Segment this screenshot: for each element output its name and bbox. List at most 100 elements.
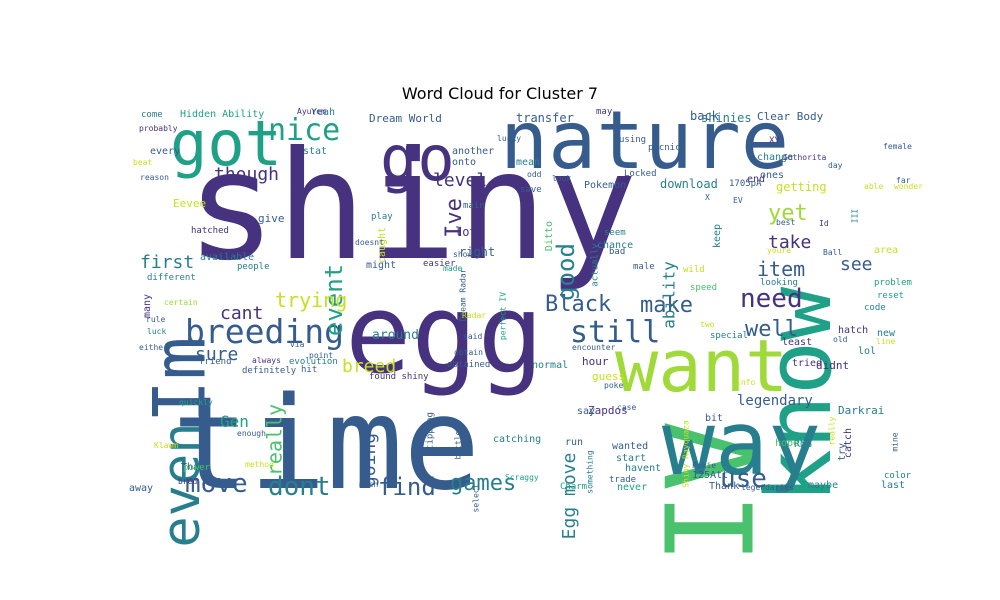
- word-need: need: [740, 284, 803, 314]
- word-back: back: [690, 109, 720, 123]
- word-didnt: didnt: [816, 359, 849, 372]
- word-hour: hour: [582, 355, 609, 368]
- word-probably: probably: [139, 124, 178, 133]
- word-really: really: [828, 416, 837, 445]
- word-sure: sure: [195, 344, 238, 365]
- word-point: point: [309, 351, 333, 360]
- word-ev: EV: [733, 196, 743, 205]
- word-least: least: [782, 337, 812, 348]
- word-cant: cant: [220, 303, 263, 324]
- word-ive: Ive: [442, 198, 467, 238]
- word-yet: yet: [768, 201, 808, 226]
- word-though: though: [214, 164, 279, 185]
- word-obtain: obtain: [454, 348, 483, 357]
- word-certain: certain: [164, 298, 198, 307]
- word-ball: Ball: [823, 248, 842, 257]
- word-locked: Locked: [624, 169, 657, 179]
- word-gothorita: Gothorita: [783, 153, 827, 162]
- word-id: Id: [819, 219, 829, 228]
- word-first: first: [140, 252, 194, 273]
- word-female: female: [883, 142, 912, 151]
- word-breeding: breeding: [185, 312, 344, 351]
- word-normal: normal: [532, 360, 568, 371]
- word-save: save: [520, 185, 542, 195]
- word-reason: reason: [140, 173, 169, 182]
- word-legendaries: legendaries: [741, 483, 794, 492]
- word-speed: speed: [690, 283, 717, 293]
- word-breed: breed: [342, 356, 396, 377]
- word-find: find: [378, 473, 436, 501]
- word-reset: reset: [877, 291, 904, 301]
- word-either: either: [139, 343, 168, 352]
- word-beat: beat: [133, 158, 152, 167]
- word-download: download: [660, 177, 718, 191]
- word-thank: Thank: [709, 481, 739, 492]
- word-show: show: [453, 250, 472, 259]
- word-hatch: hatch: [838, 325, 868, 336]
- word-chance: chance: [597, 240, 633, 251]
- word-dont: dont: [268, 472, 331, 502]
- word-well: well: [745, 317, 798, 342]
- word-legendary: legendary: [737, 393, 813, 409]
- word-color: color: [884, 471, 912, 481]
- word-egg-move: Egg move: [559, 453, 580, 540]
- word-time: time: [172, 370, 480, 519]
- word-havent: havent: [625, 463, 661, 474]
- word-play: play: [371, 212, 393, 222]
- word-cloud-words: shinytimeeggnatureIVknowwaywantgogotImev…: [129, 94, 923, 564]
- word-way: way: [662, 392, 821, 495]
- word-battle: battle: [454, 430, 463, 459]
- word-move: move: [185, 469, 248, 499]
- word-event: event: [320, 264, 348, 336]
- word-come: come: [141, 110, 163, 120]
- word-wonder: wonder: [894, 182, 923, 191]
- word-quickly: quickly: [179, 398, 213, 407]
- word-perfect-iv: perfect IV: [499, 292, 508, 340]
- word-games: games: [450, 471, 516, 496]
- word-may: may: [596, 107, 613, 117]
- word-old: old: [833, 335, 848, 344]
- word-1705pa: 1705pA: [729, 179, 762, 189]
- word-available: available: [200, 252, 254, 263]
- word-problem: problem: [874, 278, 912, 288]
- word-encounter: encounter: [572, 343, 616, 352]
- word-using: using: [619, 135, 646, 145]
- word-look: look: [552, 174, 571, 183]
- word-end: end: [747, 174, 765, 185]
- word-two: two: [700, 320, 715, 329]
- word-say: say: [577, 406, 595, 417]
- word-much: much: [359, 480, 378, 489]
- word-bred: bred: [178, 477, 197, 486]
- word-tipping: tipping: [426, 412, 436, 450]
- word-still: still: [570, 315, 660, 350]
- word-rng: RNG: [794, 439, 812, 450]
- word-able: able: [864, 182, 883, 191]
- word-power: power: [183, 463, 211, 473]
- word-bad: bad: [609, 247, 625, 257]
- word-rule: rule: [146, 315, 165, 324]
- word-mean: mean: [516, 157, 540, 168]
- word-might: might: [366, 260, 396, 271]
- word-new: new: [877, 328, 896, 339]
- word-eevee: Eevee: [173, 197, 206, 210]
- word-code: code: [864, 303, 886, 313]
- word-always: always: [252, 356, 281, 365]
- word-seem: seem: [604, 228, 626, 238]
- word-another: another: [452, 146, 494, 157]
- word-luck: luck: [147, 327, 166, 336]
- word-getting: getting: [776, 180, 827, 194]
- word-poke: poke: [604, 381, 623, 390]
- word-doesnt: doesnt: [355, 238, 384, 247]
- word-method: method: [245, 460, 274, 469]
- word-many: many: [142, 294, 153, 318]
- word-caught: caught: [377, 227, 388, 263]
- word-wanted: wanted: [612, 441, 648, 452]
- word-special: special: [710, 331, 748, 341]
- word-item: item: [757, 257, 805, 281]
- word-shinies: shinies: [701, 111, 752, 125]
- word-far: far: [896, 176, 911, 185]
- word-zapdos: Zapdos: [588, 404, 628, 417]
- word-catch: catch: [843, 428, 854, 458]
- word-lucky: lucky: [497, 134, 521, 143]
